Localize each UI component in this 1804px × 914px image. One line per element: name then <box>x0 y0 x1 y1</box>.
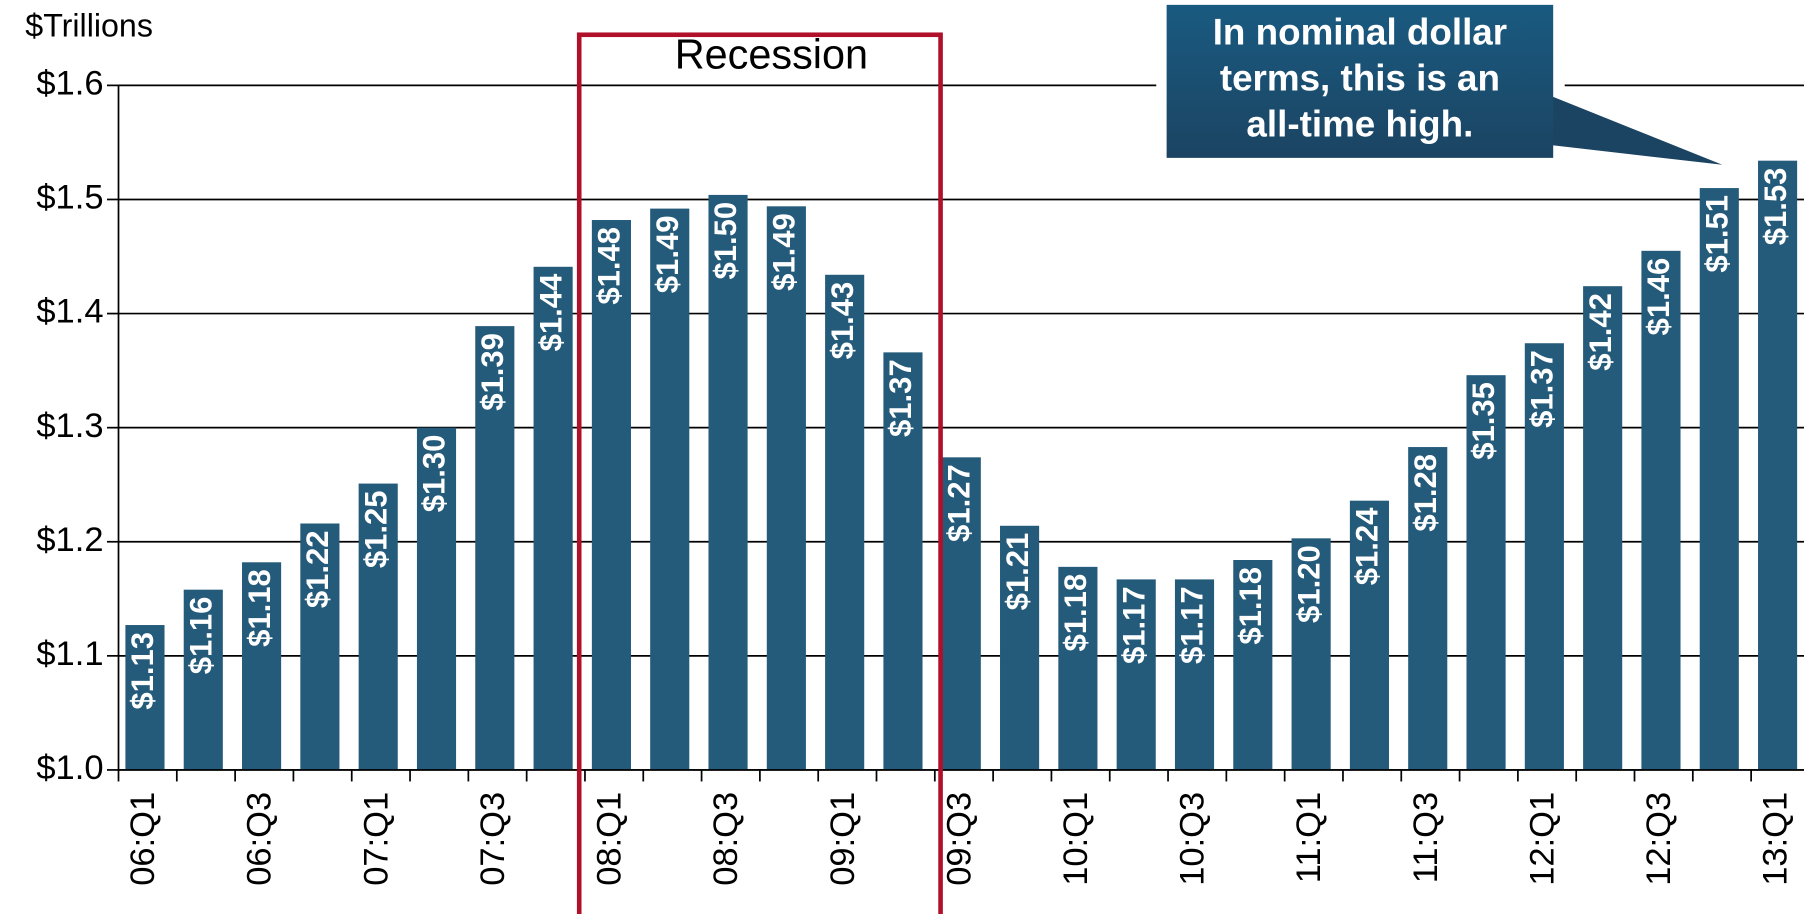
bar <box>1174 579 1215 770</box>
bar <box>125 625 165 770</box>
recession-label-bg <box>648 37 913 84</box>
value-label: $1.49 <box>767 213 802 291</box>
y-tick-label: $1.0 <box>36 749 103 787</box>
bar <box>766 206 806 770</box>
bar <box>883 352 923 770</box>
bar <box>1291 538 1331 770</box>
y-axis-label: $Trillions <box>25 7 153 43</box>
bar <box>1349 500 1389 770</box>
value-label: $1.20 <box>1291 545 1326 623</box>
x-tick-label: 12:Q3 <box>1640 792 1678 886</box>
bar <box>358 483 398 770</box>
value-label: $1.17 <box>1175 586 1210 664</box>
value-label: $1.17 <box>1116 586 1151 664</box>
value-label: $1.13 <box>125 632 160 710</box>
bar <box>533 266 573 770</box>
bar <box>1058 566 1098 770</box>
y-tick-label: $1.2 <box>36 521 103 559</box>
callout-text: all-time high. <box>1246 104 1473 145</box>
x-tick-label: 10:Q1 <box>1057 792 1095 886</box>
bar <box>825 274 865 770</box>
bar <box>1699 188 1739 770</box>
value-label: $1.27 <box>941 464 976 542</box>
x-tick-label: 11:Q3 <box>1407 792 1445 883</box>
value-label: $1.30 <box>417 435 452 513</box>
bar <box>591 220 631 770</box>
callout-text: In nominal dollar <box>1213 11 1507 52</box>
x-tick-label: 09:Q1 <box>824 792 862 886</box>
bar <box>300 523 340 770</box>
value-label: $1.21 <box>1000 533 1035 611</box>
bar <box>708 194 748 770</box>
bar <box>650 208 690 770</box>
bar <box>1116 579 1156 770</box>
value-label: $1.53 <box>1758 168 1793 246</box>
value-label: $1.44 <box>533 273 568 351</box>
x-tick-label: 08:Q1 <box>591 792 629 886</box>
bar <box>183 589 223 770</box>
y-tick-label: $1.6 <box>36 64 103 102</box>
value-label: $1.46 <box>1641 258 1676 336</box>
bar <box>416 427 457 770</box>
value-label: $1.43 <box>825 282 860 360</box>
value-label: $1.39 <box>475 333 510 411</box>
x-tick-label: 07:Q3 <box>474 792 512 886</box>
bar <box>1641 250 1681 770</box>
value-label: $1.48 <box>592 227 627 305</box>
bar <box>1000 525 1040 770</box>
bar <box>242 562 282 770</box>
callout-pointer <box>1541 92 1723 165</box>
x-tick-label: 06:Q3 <box>241 792 279 886</box>
x-tick-label: 06:Q1 <box>124 792 162 886</box>
callout-box <box>1166 4 1554 158</box>
value-label: $1.37 <box>1525 350 1560 428</box>
y-tick-label: $1.5 <box>36 179 103 217</box>
y-tick-label: $1.4 <box>36 293 103 331</box>
bar <box>1758 160 1798 770</box>
value-label: $1.28 <box>1408 454 1443 532</box>
value-label: $1.22 <box>300 530 335 608</box>
value-label: $1.49 <box>650 216 685 294</box>
bar <box>1233 560 1273 770</box>
bar <box>1524 343 1564 770</box>
value-label: $1.18 <box>1233 567 1268 645</box>
value-label: $1.50 <box>708 202 743 280</box>
value-label: $1.18 <box>1058 574 1093 652</box>
recession-label: Recession <box>675 32 868 78</box>
x-tick-label: 08:Q3 <box>707 792 745 886</box>
value-label: $1.18 <box>242 569 277 647</box>
x-tick-label: 12:Q1 <box>1523 792 1561 886</box>
value-label: $1.37 <box>883 359 918 437</box>
value-label: $1.35 <box>1466 382 1501 460</box>
value-label: $1.25 <box>358 490 393 568</box>
y-tick-label: $1.1 <box>36 635 103 673</box>
x-tick-label: 13:Q1 <box>1757 792 1795 886</box>
y-tick-label: $1.3 <box>36 407 103 445</box>
bar <box>475 326 515 770</box>
value-label: $1.51 <box>1699 195 1734 273</box>
bar <box>1408 447 1448 770</box>
x-tick-label: 11:Q1 <box>1290 792 1328 883</box>
value-label: $1.16 <box>183 597 218 675</box>
value-label: $1.42 <box>1583 293 1618 371</box>
x-tick-label: 07:Q1 <box>357 792 395 886</box>
x-tick-label: 09:Q3 <box>940 792 978 886</box>
x-tick-label: 10:Q3 <box>1174 792 1212 886</box>
recession-box <box>576 32 943 914</box>
bar <box>1466 375 1506 770</box>
callout-text: terms, this is an <box>1220 58 1500 99</box>
bar <box>1583 286 1623 770</box>
value-label: $1.24 <box>1350 507 1385 585</box>
bar <box>941 457 981 770</box>
